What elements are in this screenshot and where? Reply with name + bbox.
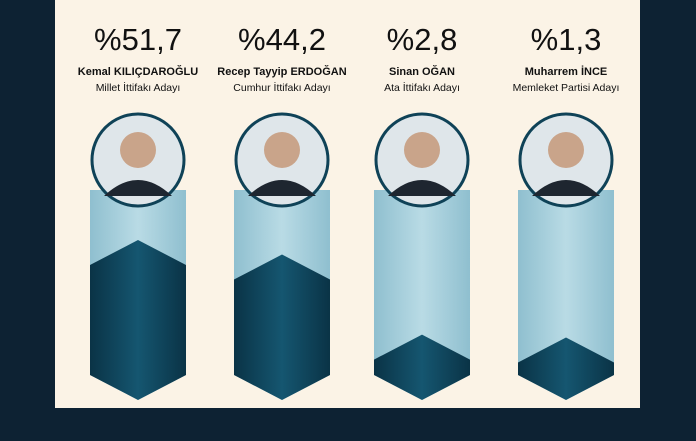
candidate-name: Kemal KILIÇDAROĞLU [78, 65, 198, 78]
photo-body [388, 180, 456, 196]
value-label: %44,2 [238, 22, 326, 57]
photo-head [264, 132, 300, 168]
candidate-alliance: Cumhur İttifakı Adayı [233, 81, 330, 94]
photo-body [248, 180, 316, 196]
value-label: %2,8 [387, 22, 458, 57]
bar [374, 334, 470, 400]
photo-head [404, 132, 440, 168]
photo-head [120, 132, 156, 168]
photo-body [532, 180, 600, 196]
bar [518, 337, 614, 400]
column-background [518, 190, 614, 400]
candidate-alliance: Millet İttifakı Adayı [96, 81, 181, 94]
value-label: %51,7 [94, 22, 182, 57]
candidate-name: Muharrem İNCE [525, 65, 608, 78]
candidate-alliance: Ata İttifakı Adayı [384, 81, 460, 94]
candidate-name: Recep Tayyip ERDOĞAN [217, 65, 346, 78]
candidate-name: Sinan OĞAN [389, 65, 455, 78]
candidate-alliance: Memleket Partisi Adayı [513, 82, 620, 94]
bar [90, 240, 186, 400]
value-label: %1,3 [531, 22, 602, 57]
bar [234, 254, 330, 400]
photo-head [548, 132, 584, 168]
photo-body [104, 180, 172, 196]
